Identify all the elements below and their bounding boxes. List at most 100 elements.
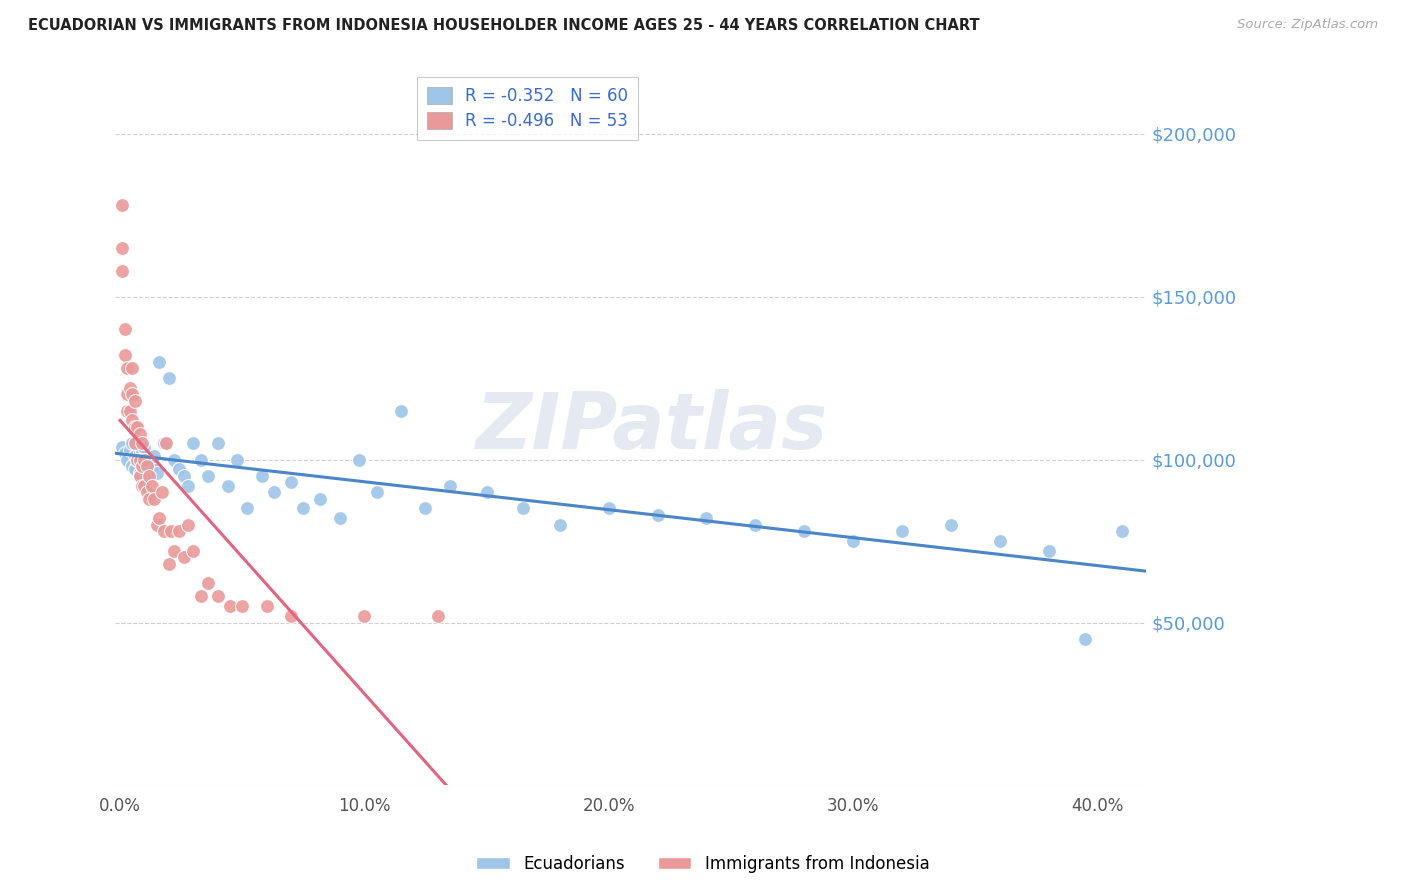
Point [121,361,143,376]
Point [163,452,186,467]
Point [226,452,249,467]
Point [111,440,134,454]
Point [475,485,498,500]
Point [124,393,146,408]
Point [190,452,212,467]
Point [280,475,302,490]
Point [117,452,139,467]
Point [134,478,156,492]
Point [141,459,163,474]
Text: ZIPatlas: ZIPatlas [475,389,828,465]
Legend: R = -0.352   N = 60, R = -0.496   N = 53: R = -0.352 N = 60, R = -0.496 N = 53 [418,77,638,140]
Point [292,501,315,516]
Point [263,485,285,500]
Point [183,436,205,450]
Point [135,459,157,474]
Point [280,609,302,624]
Point [121,459,143,474]
Point [128,446,150,460]
Point [114,322,136,336]
Point [598,501,620,516]
Point [329,511,352,525]
Point [127,452,149,467]
Point [842,534,865,549]
Point [793,524,815,539]
Point [128,468,150,483]
Point [153,524,176,539]
Point [148,511,170,525]
Point [114,348,136,362]
Point [183,544,205,558]
Point [155,436,177,450]
Point [118,381,141,395]
Point [207,436,229,450]
Point [153,436,176,450]
Point [744,517,766,532]
Point [128,426,150,441]
Point [117,403,139,417]
Point [134,452,156,467]
Point [647,508,669,522]
Point [118,442,141,457]
Point [250,468,273,483]
Point [426,609,449,624]
Point [145,466,167,480]
Text: Source: ZipAtlas.com: Source: ZipAtlas.com [1237,18,1378,31]
Point [150,485,173,500]
Point [197,468,219,483]
Y-axis label: Householder Income Ages 25 - 44 years: Householder Income Ages 25 - 44 years [0,274,7,580]
Point [131,478,153,492]
Point [143,450,166,464]
Point [135,485,157,500]
Point [167,524,190,539]
Point [114,446,136,460]
Point [131,442,153,457]
Point [173,550,195,565]
Point [439,478,461,492]
Point [138,468,160,483]
Point [134,440,156,454]
Point [121,387,143,401]
Point [207,590,229,604]
Point [256,599,278,614]
Point [167,462,190,476]
Point [124,462,146,476]
Point [173,468,195,483]
Text: ECUADORIAN VS IMMIGRANTS FROM INDONESIA HOUSEHOLDER INCOME AGES 25 - 44 YEARS CO: ECUADORIAN VS IMMIGRANTS FROM INDONESIA … [28,18,980,33]
Point [353,609,375,624]
Point [177,478,200,492]
Point [117,361,139,376]
Point [127,420,149,434]
Point [143,491,166,506]
Point [389,403,412,417]
Point [415,501,437,516]
Point [138,491,160,506]
Point [117,387,139,401]
Point [118,403,141,417]
Point [548,517,571,532]
Point [111,241,134,255]
Point [309,491,332,506]
Point [138,468,160,483]
Point [217,478,239,492]
Point [141,478,163,492]
Point [111,263,134,277]
Point [219,599,242,614]
Point [1038,544,1060,558]
Point [134,462,156,476]
Point [131,456,153,470]
Point [131,459,153,474]
Point [512,501,534,516]
Point [145,517,167,532]
Point [190,590,212,604]
Point [1111,524,1133,539]
Point [349,452,371,467]
Point [177,517,200,532]
Point [988,534,1011,549]
Point [163,544,186,558]
Point [891,524,914,539]
Point [121,413,143,427]
Point [124,450,146,464]
Point [128,452,150,467]
Point [148,355,170,369]
